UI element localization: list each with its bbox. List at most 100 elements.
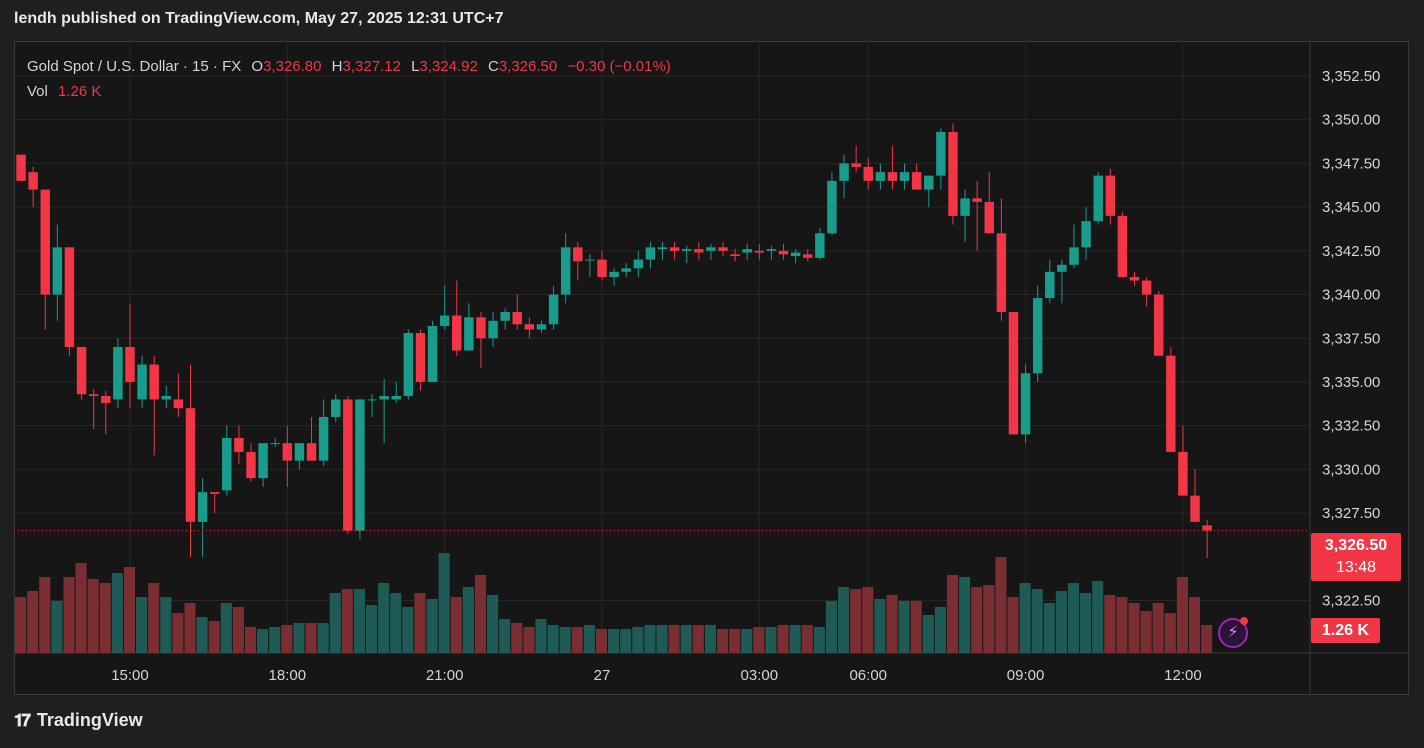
candle-body xyxy=(960,198,970,216)
volume-bar xyxy=(632,627,644,653)
candle-body xyxy=(343,399,353,531)
candle-body xyxy=(1178,451,1188,496)
candle-body xyxy=(730,254,740,257)
candle-body xyxy=(706,247,716,251)
candle-body xyxy=(803,254,813,258)
candle-body xyxy=(621,268,631,272)
y-tick-label: 3,342.50 xyxy=(1322,243,1380,260)
volume-bar xyxy=(462,587,474,653)
candle-body xyxy=(1008,312,1019,435)
y-tick-label: 3,330.00 xyxy=(1322,461,1380,478)
notification-dot xyxy=(1240,617,1248,625)
volume-bar xyxy=(111,573,123,653)
volume-bar xyxy=(716,629,729,653)
volume-bar xyxy=(1019,583,1031,653)
volume-bar xyxy=(862,587,874,653)
high-label: H xyxy=(331,58,343,75)
y-tick-label: 3,350.00 xyxy=(1322,112,1380,129)
volume-bar xyxy=(317,623,329,653)
candle-body xyxy=(863,166,873,181)
volume-bar xyxy=(353,589,365,653)
candle-body xyxy=(1141,280,1152,295)
volume-bar xyxy=(922,615,934,653)
legend-row-ohlc: Gold Spot / U.S. Dollar · 15 · FX O3,326… xyxy=(27,54,671,79)
volume-bar xyxy=(1007,597,1019,653)
y-tick-label: 3,352.50 xyxy=(1322,68,1380,85)
candle-body xyxy=(609,271,619,278)
volume-bar xyxy=(959,577,971,653)
lightning-icon[interactable]: ⚡ xyxy=(1218,618,1248,648)
candle-body xyxy=(318,416,329,461)
candle-body xyxy=(972,198,982,202)
volume-bar xyxy=(63,577,75,653)
x-tick-label: 03:00 xyxy=(741,667,779,684)
candle-body xyxy=(427,326,438,382)
candle-body xyxy=(548,294,559,325)
candle-body xyxy=(887,172,898,181)
candle-body xyxy=(16,154,26,181)
candle-body xyxy=(1105,175,1116,216)
candle-body xyxy=(1202,525,1212,531)
candle-body xyxy=(137,364,147,400)
candle-body xyxy=(222,437,232,491)
candle-body xyxy=(125,347,135,382)
candlestick-chart[interactable]: 3,352.50 3,350.00 3,347.50 3,345.00 3,342.50… xyxy=(14,41,1409,695)
candle-body xyxy=(694,249,704,253)
candle-body xyxy=(681,249,692,251)
volume-bar xyxy=(487,595,499,653)
candle-body xyxy=(101,395,111,403)
candle-body xyxy=(306,443,317,461)
volume-bar xyxy=(390,593,402,653)
volume-bar xyxy=(269,627,281,653)
volume-bar xyxy=(813,627,825,653)
volume-bar xyxy=(220,603,232,653)
candle-body xyxy=(464,317,474,351)
volume-bar xyxy=(196,617,208,653)
candle-body xyxy=(209,492,220,494)
candle-body xyxy=(875,172,886,181)
volume-bar xyxy=(414,593,426,653)
volume-bar xyxy=(825,601,837,653)
last-price-badge: 3,326.50 13:48 xyxy=(1311,533,1401,581)
candle-body xyxy=(1020,373,1031,435)
chart-frame[interactable] xyxy=(14,41,1409,695)
volume-bar xyxy=(1092,581,1104,653)
volume-bar xyxy=(1140,611,1152,653)
candle-body xyxy=(1190,495,1200,522)
volume-bar xyxy=(1116,597,1128,653)
volume-bar xyxy=(15,597,27,653)
volume-bar xyxy=(535,619,547,653)
volume-bar xyxy=(232,607,244,653)
y-tick-label: 3,340.00 xyxy=(1322,287,1380,304)
candle-body xyxy=(1153,294,1164,356)
tradingview-logo[interactable]: 𝟏𝟕 TradingView xyxy=(14,710,143,731)
volume-bar xyxy=(850,589,862,653)
volume-bar xyxy=(777,625,789,653)
volume-bar xyxy=(244,627,257,653)
volume-bar xyxy=(438,553,450,653)
volume-bar xyxy=(293,623,305,653)
x-tick-label: 18:00 xyxy=(269,667,307,684)
close-label: C xyxy=(487,58,499,75)
candle-body xyxy=(827,180,837,234)
volume-bar xyxy=(1080,593,1092,653)
volume-bar xyxy=(305,623,317,653)
candle-body xyxy=(246,451,256,479)
candle-body xyxy=(439,315,450,327)
candle-body xyxy=(911,172,922,190)
volume-bar xyxy=(1067,583,1080,653)
y-tick-label: 3,327.50 xyxy=(1322,505,1380,522)
volume-bar xyxy=(1188,597,1201,653)
x-tick-label: 09:00 xyxy=(1007,667,1045,684)
candle-body xyxy=(367,399,377,401)
candle-body xyxy=(476,317,486,339)
volume-bar xyxy=(257,629,269,653)
candle-body xyxy=(161,395,172,400)
volume-bar xyxy=(1152,603,1164,653)
volume-bar xyxy=(474,575,487,653)
candle-body xyxy=(452,315,462,351)
candle-body xyxy=(173,399,184,409)
volume-value: 1.26 K xyxy=(58,83,102,100)
candle-body xyxy=(536,324,547,330)
volume-bar xyxy=(704,625,716,653)
